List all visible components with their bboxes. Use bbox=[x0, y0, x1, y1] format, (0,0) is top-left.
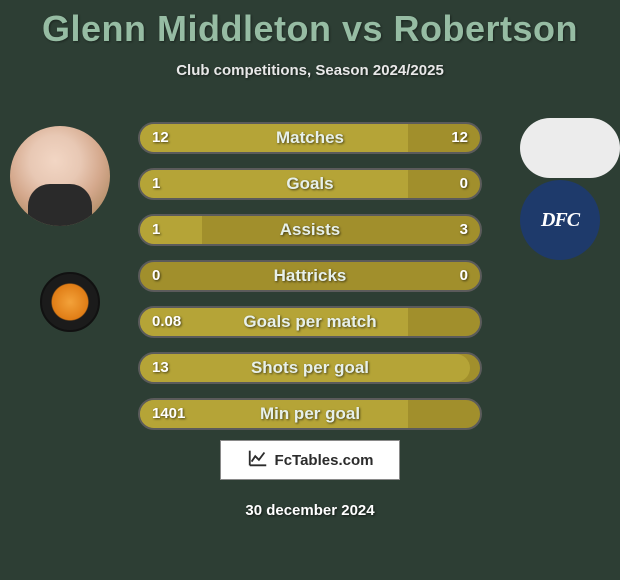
stat-row: Hattricks0 0 bbox=[138, 260, 482, 292]
stat-value-left: 12 bbox=[152, 122, 169, 154]
brand-text: FcTables.com bbox=[275, 452, 374, 469]
club-right-crest: DFC bbox=[520, 180, 600, 260]
stat-label: Min per goal bbox=[138, 398, 482, 430]
stat-row: Shots per goal13 bbox=[138, 352, 482, 384]
stat-value-right: 0 bbox=[460, 260, 468, 292]
stat-label: Goals per match bbox=[138, 306, 482, 338]
stats-bars: Matches1212Goals10Assists13Hattricks00Go… bbox=[138, 122, 482, 444]
club-left-crest bbox=[40, 272, 100, 332]
stat-label: Assists bbox=[138, 214, 482, 246]
brand-badge: FcTables.com bbox=[220, 440, 400, 480]
stat-value-left: 1401 bbox=[152, 398, 185, 430]
player-left-avatar bbox=[10, 126, 110, 226]
page-title: Glenn Middleton vs Robertson bbox=[0, 0, 620, 50]
stat-label: Goals bbox=[138, 168, 482, 200]
stat-value-left: 0.08 bbox=[152, 306, 181, 338]
stat-row: Goals1 0 bbox=[138, 168, 482, 200]
player-right-avatar bbox=[520, 118, 620, 178]
chart-icon bbox=[247, 447, 269, 473]
stat-value-right: 3 bbox=[460, 214, 468, 246]
stat-row: Matches12 12 bbox=[138, 122, 482, 154]
stat-value-left: 1 bbox=[152, 214, 160, 246]
stat-value-left: 0 bbox=[152, 260, 160, 292]
date-text: 30 december 2024 bbox=[0, 502, 620, 519]
stat-value-right: 0 bbox=[460, 168, 468, 200]
stat-value-left: 1 bbox=[152, 168, 160, 200]
stat-row: Min per goal1401 bbox=[138, 398, 482, 430]
stat-row: Assists1 3 bbox=[138, 214, 482, 246]
subtitle: Club competitions, Season 2024/2025 bbox=[0, 62, 620, 79]
stat-label: Shots per goal bbox=[138, 352, 482, 384]
stat-value-right: 12 bbox=[451, 122, 468, 154]
stat-label: Hattricks bbox=[138, 260, 482, 292]
stat-row: Goals per match0.08 bbox=[138, 306, 482, 338]
stat-value-left: 13 bbox=[152, 352, 169, 384]
stat-label: Matches bbox=[138, 122, 482, 154]
